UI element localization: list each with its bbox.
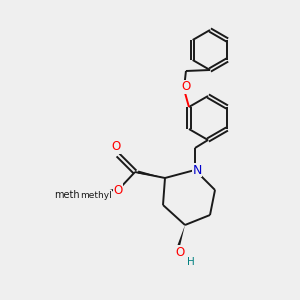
Polygon shape: [177, 225, 185, 248]
Text: H: H: [187, 257, 195, 267]
Text: methyl: methyl: [54, 190, 88, 200]
Text: O: O: [113, 184, 123, 196]
Text: O: O: [176, 245, 184, 259]
Text: methyl: methyl: [80, 190, 112, 200]
Polygon shape: [138, 170, 165, 178]
Text: N: N: [192, 164, 202, 176]
Text: O: O: [181, 80, 190, 94]
Text: O: O: [111, 140, 121, 154]
